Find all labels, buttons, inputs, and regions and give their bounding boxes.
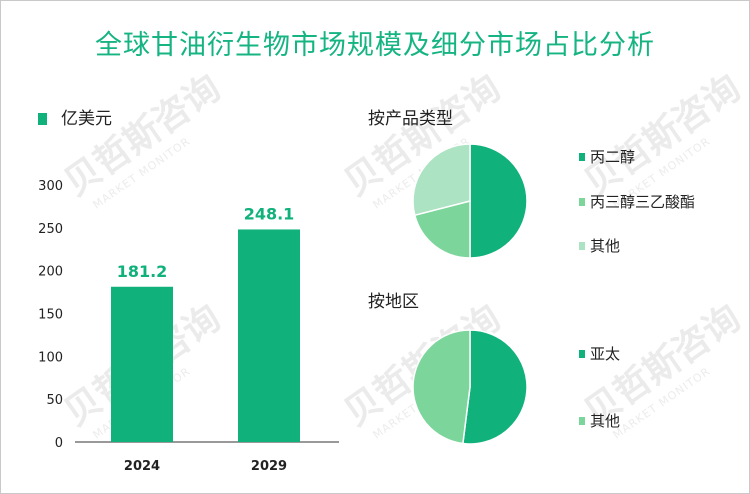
bar-value-label: 248.1 bbox=[244, 204, 295, 223]
bar bbox=[238, 229, 300, 442]
y-tick-label: 50 bbox=[46, 393, 63, 408]
y-tick-label: 100 bbox=[38, 350, 63, 365]
pie-title-region: 按地区 bbox=[368, 292, 419, 312]
x-tick-label: 2024 bbox=[124, 459, 160, 474]
bar bbox=[111, 286, 173, 442]
legend-label: 丙二醇 bbox=[590, 148, 636, 166]
pie-slice bbox=[412, 329, 471, 445]
pie-slice bbox=[469, 143, 528, 259]
legend-item-triacetin: 丙三醇三乙酸酯 bbox=[579, 191, 695, 212]
bar-legend: 亿美元 bbox=[38, 104, 112, 129]
y-tick-label: 200 bbox=[38, 265, 63, 280]
bar-value-label: 181.2 bbox=[117, 262, 168, 281]
legend-swatch bbox=[579, 198, 585, 206]
legend-item-product-other: 其他 bbox=[579, 235, 620, 256]
bar-legend-swatch bbox=[38, 113, 47, 125]
legend-label: 亚太 bbox=[590, 345, 621, 363]
legend-item-propylene-glycol: 丙二醇 bbox=[579, 146, 635, 167]
pie-slice bbox=[413, 200, 471, 259]
legend-swatch bbox=[579, 417, 585, 425]
legend-item-region-other: 其他 bbox=[579, 410, 620, 431]
legend-label: 其他 bbox=[590, 237, 621, 255]
legend-item-apac: 亚太 bbox=[579, 343, 620, 364]
legend-label: 其他 bbox=[590, 412, 621, 430]
legend-label: 丙三醇三乙酸酯 bbox=[590, 193, 696, 211]
y-tick-label: 300 bbox=[38, 179, 63, 194]
legend-swatch bbox=[579, 350, 585, 358]
pie-slice bbox=[412, 143, 471, 217]
legend-swatch bbox=[579, 242, 585, 250]
legend-swatch bbox=[579, 153, 585, 161]
y-tick-label: 250 bbox=[38, 222, 63, 237]
pie-slice bbox=[462, 329, 528, 445]
bar-legend-label: 亿美元 bbox=[61, 109, 112, 129]
chart-title: 全球甘油衍生物市场规模及细分市场占比分析 bbox=[95, 30, 655, 61]
pie-title-product: 按产品类型 bbox=[368, 109, 453, 129]
y-tick-label: 150 bbox=[38, 308, 63, 323]
x-tick-label: 2029 bbox=[251, 459, 287, 474]
y-tick-label: 0 bbox=[55, 436, 63, 451]
